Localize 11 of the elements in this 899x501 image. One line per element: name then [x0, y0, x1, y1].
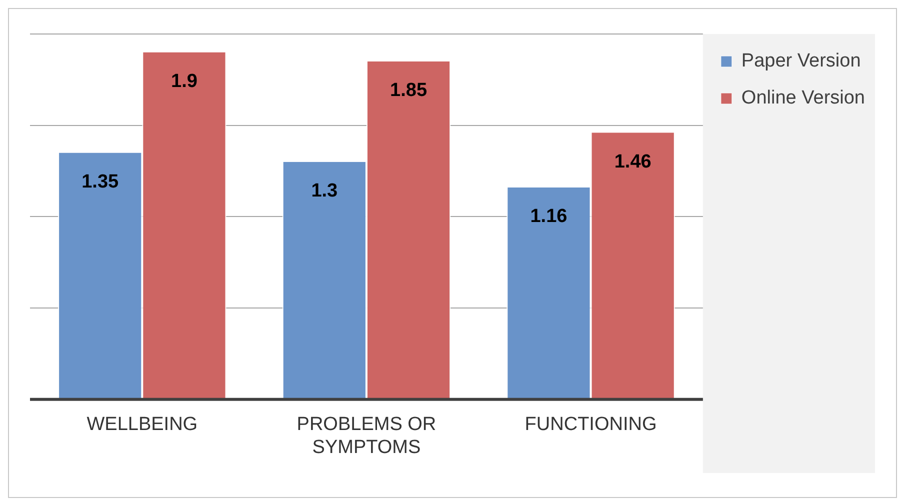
data-label: 1.9: [171, 71, 198, 92]
x-tick-label: PROBLEMS OR SYMPTOMS: [296, 414, 436, 458]
data-label: 1.85: [390, 80, 428, 102]
data-label: 1.3: [311, 180, 338, 202]
data-label: 1.16: [530, 206, 568, 228]
legend-label: Paper Version: [741, 50, 861, 72]
legend-label: Online Version: [741, 88, 866, 109]
x-tick-label: FUNCTIONING: [524, 414, 657, 436]
x-tick-label: WELLBEING: [86, 414, 198, 436]
data-label: 1.46: [614, 151, 652, 172]
data-label: 1.35: [82, 171, 120, 192]
